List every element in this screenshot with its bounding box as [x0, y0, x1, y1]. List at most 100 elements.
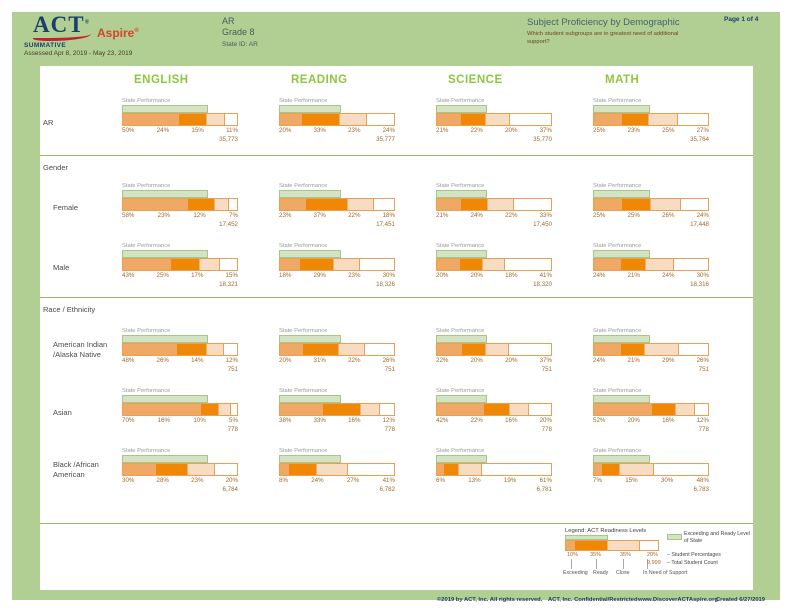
subject-header-science: SCIENCE [448, 74, 503, 86]
total-student-count: 778 [698, 426, 709, 433]
total-student-count: 18,326 [376, 281, 395, 288]
percent-label: 19% [503, 477, 517, 484]
readiness-stacked-bar [593, 403, 709, 416]
percent-label: 21% [627, 272, 640, 279]
legend-tick-line [623, 559, 624, 569]
report-panel: ENGLISH READING SCIENCE MATH Gender Race / Et… [40, 66, 753, 590]
percent-label: 14% [191, 357, 204, 364]
legend-tick-line [571, 559, 572, 569]
percent-labels: 43% 25% 17% 15% [122, 272, 238, 279]
bar-segment-ready [459, 259, 483, 270]
percent-label: 25% [627, 212, 640, 219]
percent-label: 20% [279, 127, 292, 134]
bar-segment-exceeding [123, 114, 179, 125]
legend-sample-bar [565, 540, 659, 551]
bar-segment-ready [179, 114, 206, 125]
total-student-count: 18,321 [219, 281, 238, 288]
state-performance-label: State Performance [593, 243, 642, 249]
bar-segment-close [187, 464, 214, 475]
state-performance-bar [122, 105, 208, 113]
bar-segment-in-need-of-support [222, 344, 237, 355]
total-student-count: 6,781 [536, 486, 552, 493]
legend-segment-close [606, 541, 639, 550]
total-student-count: 18,320 [533, 281, 552, 288]
percent-label: 50% [122, 127, 135, 134]
bar-segment-close [337, 344, 364, 355]
bar-segment-exceeding [594, 259, 622, 270]
percent-label: 18% [279, 272, 292, 279]
percent-label: 25% [156, 272, 169, 279]
percent-label: 70% [122, 417, 135, 424]
percent-labels: 6% 13% 19% 61% [436, 477, 552, 484]
bar-segment-exceeding [437, 259, 460, 270]
state-performance-bar [436, 190, 487, 198]
state-performance-label: State Performance [593, 388, 642, 394]
bar-segment-close [458, 464, 481, 475]
total-student-count: 6,782 [379, 486, 395, 493]
state-performance-bar [593, 250, 650, 258]
percent-labels: 50% 24% 15% 11% [122, 127, 238, 134]
readiness-stacked-bar [436, 113, 552, 126]
bar-segment-ready [621, 259, 645, 270]
assessed-dates: Assessed Apr 8, 2019 - May 23, 2019 [24, 50, 133, 57]
readiness-stacked-bar [279, 463, 395, 476]
bar-segment-exceeding [437, 114, 461, 125]
percent-label: 37% [539, 357, 552, 364]
total-student-count: 35,770 [533, 136, 552, 143]
percent-label: 12% [382, 417, 395, 424]
bar-segment-exceeding [437, 344, 462, 355]
legend-level-name: Ready [593, 570, 609, 576]
act-logo-text: ACT® [33, 13, 90, 36]
percent-label: 29% [313, 272, 326, 279]
state-performance-bar [593, 190, 650, 198]
act-logo-word: ACT [33, 12, 85, 37]
legend-state-line [565, 535, 608, 540]
percent-label: 20% [539, 417, 552, 424]
percent-label: 20% [505, 357, 518, 364]
readiness-stacked-bar [436, 343, 552, 356]
total-student-count: 35,777 [376, 136, 395, 143]
percent-label: 33% [539, 212, 552, 219]
state-performance-bar [122, 190, 208, 198]
demographic-cell: State Performance 18% 29% 23% 30% 18,326 [279, 243, 395, 289]
aspire-logo-word: Aspire [97, 26, 135, 40]
bar-segment-ready [187, 199, 214, 210]
bar-segment-ready [288, 464, 316, 475]
demographic-cell: State Performance 38% 33% 16% 12% 778 [279, 388, 395, 434]
report-question: Which student subgroups are in greatest … [527, 31, 679, 45]
total-student-count: 751 [227, 366, 238, 373]
percent-label: 37% [539, 127, 552, 134]
percent-label: 30% [660, 477, 674, 484]
total-student-count: 17,450 [533, 221, 552, 228]
percent-label: 31% [313, 357, 326, 364]
row-label: Female [53, 203, 79, 212]
total-student-count: 751 [384, 366, 395, 373]
bar-segment-in-need-of-support [219, 259, 237, 270]
bar-segment-close [650, 199, 681, 210]
demographic-cell: State Performance 48% 26% 14% 12% 751 [122, 328, 238, 374]
percent-label: 26% [696, 357, 709, 364]
percent-label: 24% [470, 212, 483, 219]
demographic-cell: State Performance 52% 20% 16% 12% 778 [593, 388, 709, 434]
percent-label: 15% [625, 477, 638, 484]
state-performance-bar [279, 455, 341, 463]
percent-label: 24% [593, 357, 606, 364]
legend-percent-label: 10% [567, 552, 579, 558]
legend-state-label: Exceeding and Ready Level of State [684, 531, 750, 544]
bar-segment-in-need-of-support [480, 464, 551, 475]
bar-segment-close [347, 199, 373, 210]
total-student-count: 778 [541, 426, 552, 433]
percent-label: 20% [225, 477, 238, 484]
state-performance-label: State Performance [279, 388, 328, 394]
bar-segment-ready [484, 404, 509, 415]
subject-header-english: ENGLISH [134, 74, 189, 86]
bar-segment-close [332, 259, 360, 270]
bar-segment-in-need-of-support [673, 259, 708, 270]
bar-segment-close [205, 344, 223, 355]
percent-labels: 24% 21% 29% 26% [593, 357, 709, 364]
legend-percent-label: 35% [620, 552, 632, 558]
readiness-stacked-bar [122, 198, 238, 211]
bar-segment-exceeding [280, 344, 303, 355]
subject-header-reading: READING [291, 74, 348, 86]
footer-copyright: ©2019 by ACT, Inc. All rights reserved. [437, 597, 543, 603]
